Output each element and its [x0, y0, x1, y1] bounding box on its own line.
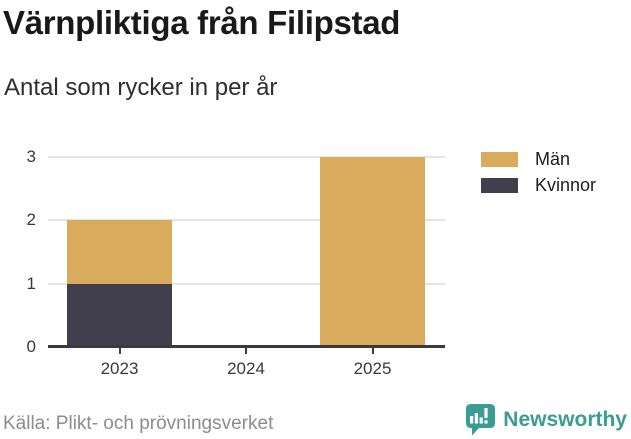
chart-subtitle: Antal som rycker in per år: [4, 74, 278, 101]
y-tick-label: 1: [26, 273, 36, 293]
x-tick-label: 2023: [100, 359, 139, 378]
x-tick-mark: [371, 348, 374, 354]
legend-label: Män: [535, 148, 571, 169]
legend-swatch: [481, 177, 518, 193]
gridline: [48, 156, 445, 158]
bar-segment: [67, 283, 172, 347]
legend: Män Kvinnor: [481, 146, 596, 198]
newsworthy-logo: Newsworthy: [465, 403, 627, 436]
newsworthy-bubble-chart-icon: [466, 404, 496, 436]
y-axis-labels: 0 1 2 3: [6, 147, 36, 356]
legend-swatch: [481, 151, 518, 167]
legend-item: Kvinnor: [481, 172, 596, 198]
bar-segment: [320, 157, 425, 347]
source-note: Källa: Plikt- och prövningsverket: [3, 413, 274, 434]
newsworthy-wordmark: Newsworthy: [503, 407, 627, 431]
x-tick-label: 2024: [227, 359, 265, 378]
gridline: [48, 219, 445, 222]
plot-area: 2023 2024 2025: [48, 156, 445, 378]
x-axis-line: [48, 345, 445, 348]
gridline: [48, 282, 445, 285]
y-tick-label: 3: [26, 147, 36, 166]
y-tick-label: 0: [26, 337, 36, 356]
chart-title: Värnpliktiga från Filipstad: [3, 4, 401, 41]
legend-label: Kvinnor: [535, 174, 597, 195]
bar-segment: [67, 220, 172, 284]
legend-item: Män: [481, 146, 596, 172]
y-tick-label: 2: [26, 210, 36, 230]
x-tick-label: 2025: [353, 359, 392, 378]
x-tick-mark: [245, 348, 247, 354]
x-tick-mark: [118, 348, 121, 354]
